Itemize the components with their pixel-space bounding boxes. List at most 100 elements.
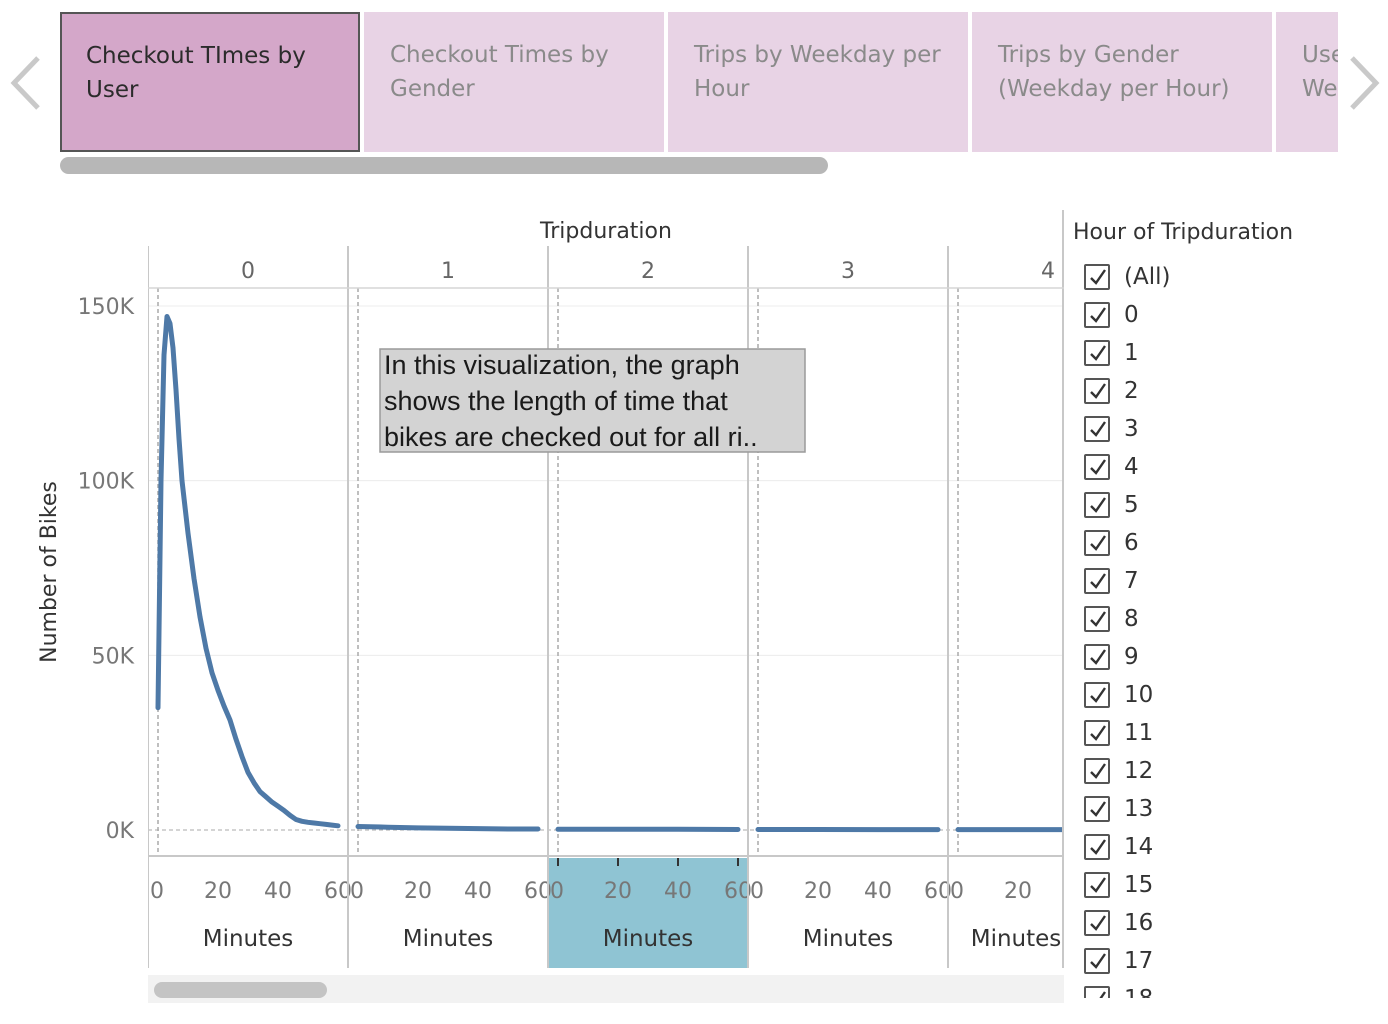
filter-item[interactable]: 9: [1084, 642, 1364, 676]
checkbox[interactable]: [1084, 948, 1110, 974]
x-tick-label: 20: [804, 879, 832, 904]
y-tick-label: 50K: [92, 644, 135, 669]
chart-scrollbar[interactable]: [154, 982, 327, 998]
filter-item[interactable]: 18: [1084, 984, 1364, 998]
filter-item[interactable]: 15: [1084, 870, 1364, 904]
x-tick-label: 20: [1004, 879, 1032, 904]
filter-item[interactable]: 2: [1084, 376, 1364, 410]
checkmark-icon: [1090, 459, 1106, 475]
story-tab[interactable]: Checkout Times by Gender: [364, 12, 664, 152]
filter-item[interactable]: 11: [1084, 718, 1364, 752]
checkbox[interactable]: [1084, 834, 1110, 860]
x-tick-label: 40: [664, 879, 692, 904]
x-tick-label: 0: [150, 879, 164, 904]
filter-item-label: 5: [1124, 492, 1139, 518]
checkbox[interactable]: [1084, 872, 1110, 898]
pane-header-label: 1: [441, 259, 455, 284]
filter-title: Hour of Tripduration: [1073, 220, 1294, 245]
series-line-pane-0: [155, 314, 341, 829]
x-tick-label: 0: [950, 879, 964, 904]
chevron-left-icon: [10, 56, 40, 110]
pane-header-label: 4: [1041, 259, 1055, 284]
story-tab-label: Checkout Times by Gender: [390, 42, 609, 102]
checkbox[interactable]: [1084, 986, 1110, 998]
checkbox[interactable]: [1084, 720, 1110, 746]
filter-item[interactable]: 4: [1084, 452, 1364, 486]
x-axis-title: Minutes: [403, 926, 494, 952]
story-tab[interactable]: Trips by Gender (Weekday per Hour): [972, 12, 1272, 152]
filter-item[interactable]: 16: [1084, 908, 1364, 942]
checkbox[interactable]: [1084, 568, 1110, 594]
checkbox[interactable]: [1084, 302, 1110, 328]
checkmark-icon: [1090, 877, 1106, 893]
checkmark-icon: [1090, 307, 1106, 323]
filter-item-label: 8: [1124, 606, 1139, 632]
x-tick-label: 40: [464, 879, 492, 904]
y-axis-title: Number of Bikes: [37, 481, 62, 663]
filter-item[interactable]: 17: [1084, 946, 1364, 980]
checkbox[interactable]: [1084, 530, 1110, 556]
checkbox[interactable]: [1084, 454, 1110, 480]
filter-item-label: 18: [1124, 984, 1153, 998]
story-tab[interactable]: User Type by Weekday: [1276, 12, 1338, 152]
checkmark-icon: [1090, 915, 1106, 931]
checkbox[interactable]: [1084, 340, 1110, 366]
checkbox[interactable]: [1084, 492, 1110, 518]
filter-item-label: 9: [1124, 644, 1139, 670]
annotation-text: bikes are checked out for all ri..: [384, 422, 758, 452]
filter-item-label: 6: [1124, 530, 1139, 556]
filter-item[interactable]: 14: [1084, 832, 1364, 866]
checkbox[interactable]: [1084, 682, 1110, 708]
checkmark-icon: [1099, 991, 1106, 998]
filter-item[interactable]: 3: [1084, 414, 1364, 448]
checkbox[interactable]: [1084, 606, 1110, 632]
x-axis-title: Minutes: [203, 926, 294, 952]
filter-item[interactable]: (All): [1084, 262, 1364, 296]
filter-item[interactable]: 13: [1084, 794, 1364, 828]
next-story-point-button[interactable]: [1346, 48, 1386, 118]
checkmark-icon: [1090, 687, 1106, 703]
filter-item[interactable]: 1: [1084, 338, 1364, 372]
filter-item-label: 12: [1124, 758, 1154, 784]
checkmark-icon: [1090, 383, 1106, 399]
annotation-text: shows the length of time that: [384, 386, 728, 416]
filter-item[interactable]: 5: [1084, 490, 1364, 524]
story-tabs: Checkout TImes by User Checkout Times by …: [60, 12, 1338, 152]
pane-header-label: 3: [841, 259, 855, 284]
filter-item-label: 10: [1124, 682, 1154, 708]
y-tick-label: 0K: [106, 819, 135, 844]
filter-item-label: 11: [1124, 720, 1154, 746]
prev-story-point-button[interactable]: [4, 48, 44, 118]
checkmark-icon: [1090, 421, 1106, 437]
story-tab[interactable]: Trips by Weekday per Hour: [668, 12, 968, 152]
checkbox[interactable]: [1084, 796, 1110, 822]
checkmark-icon: [1090, 269, 1106, 285]
filter-item[interactable]: 7: [1084, 566, 1364, 600]
checkbox[interactable]: [1084, 264, 1110, 290]
filter-item[interactable]: 6: [1084, 528, 1364, 562]
checkbox[interactable]: [1084, 416, 1110, 442]
filter-item-label: 2: [1124, 378, 1139, 404]
annotation-box: [379, 348, 806, 453]
checkbox[interactable]: [1084, 378, 1110, 404]
checkmark-icon: [1090, 839, 1106, 855]
hour-filter-panel: Hour of Tripduration (All) 0 1 2 3 4 5 6 7 8 9 10 11…: [1062, 208, 1388, 998]
checkmark-icon: [1090, 649, 1106, 665]
filter-item[interactable]: 0: [1084, 300, 1364, 334]
filter-item[interactable]: 8: [1084, 604, 1364, 638]
checkbox[interactable]: [1084, 910, 1110, 936]
checkmark-icon: [1090, 497, 1106, 513]
filter-item[interactable]: 10: [1084, 680, 1364, 714]
story-tab[interactable]: Checkout TImes by User: [60, 12, 360, 152]
filter-item-label: 14: [1124, 834, 1154, 860]
story-tab-label: Trips by Gender (Weekday per Hour): [998, 42, 1230, 102]
highlighted-pane-axis: [548, 858, 748, 968]
filter-item-label: 3: [1124, 416, 1139, 442]
pane-header-label: 2: [641, 259, 655, 284]
checkbox[interactable]: [1084, 758, 1110, 784]
checkbox[interactable]: [1084, 644, 1110, 670]
filter-item[interactable]: 12: [1084, 756, 1364, 790]
checkmark-icon: [1090, 535, 1106, 551]
story-tabs-scrollbar[interactable]: [60, 157, 828, 174]
x-axis-title: Minutes: [971, 926, 1062, 952]
